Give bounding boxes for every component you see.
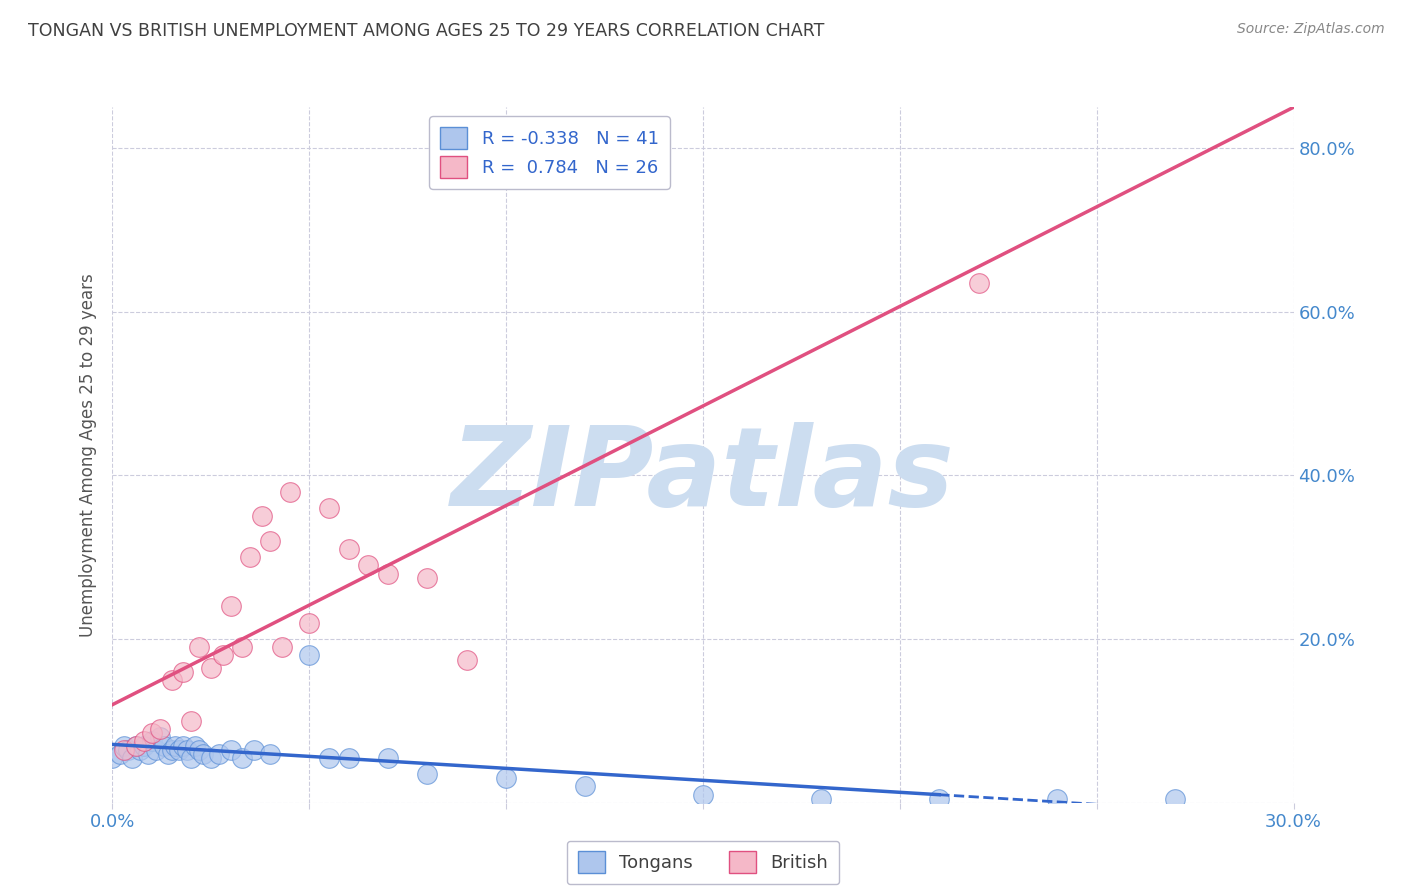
Point	[416, 571, 439, 585]
Point	[337, 542, 360, 557]
Point	[211, 648, 233, 663]
Point	[160, 673, 183, 687]
Point	[172, 739, 194, 753]
Point	[101, 751, 124, 765]
Y-axis label: Unemployment Among Ages 25 to 29 years: Unemployment Among Ages 25 to 29 years	[79, 273, 97, 637]
Point	[200, 751, 222, 765]
Point	[259, 747, 281, 761]
Point	[129, 742, 152, 756]
Point	[184, 739, 207, 753]
Point	[318, 501, 340, 516]
Point	[172, 665, 194, 679]
Point	[132, 739, 155, 753]
Point	[156, 747, 179, 761]
Point	[239, 550, 262, 565]
Point	[125, 739, 148, 753]
Text: Source: ZipAtlas.com: Source: ZipAtlas.com	[1237, 22, 1385, 37]
Point	[1046, 791, 1069, 805]
Point	[692, 788, 714, 802]
Point	[132, 734, 155, 748]
Point	[121, 751, 143, 765]
Point	[574, 780, 596, 794]
Point	[141, 734, 163, 748]
Point	[278, 484, 301, 499]
Point	[231, 640, 253, 655]
Point	[125, 739, 148, 753]
Point	[145, 742, 167, 756]
Point	[337, 751, 360, 765]
Point	[165, 739, 187, 753]
Point	[200, 661, 222, 675]
Point	[176, 742, 198, 756]
Text: TONGAN VS BRITISH UNEMPLOYMENT AMONG AGES 25 TO 29 YEARS CORRELATION CHART: TONGAN VS BRITISH UNEMPLOYMENT AMONG AGE…	[28, 22, 824, 40]
Point	[191, 747, 214, 761]
Point	[243, 742, 266, 756]
Point	[270, 640, 292, 655]
Point	[180, 714, 202, 728]
Point	[456, 652, 478, 666]
Point	[416, 767, 439, 781]
Point	[117, 742, 139, 756]
Point	[188, 640, 211, 655]
Point	[967, 276, 990, 290]
Point	[928, 791, 950, 805]
Point	[1164, 791, 1187, 805]
Point	[810, 791, 832, 805]
Point	[298, 615, 321, 630]
Point	[149, 722, 172, 736]
Point	[259, 533, 281, 548]
Point	[112, 739, 135, 753]
Point	[250, 509, 273, 524]
Point	[152, 739, 174, 753]
Point	[208, 747, 231, 761]
Point	[377, 566, 399, 581]
Point	[318, 751, 340, 765]
Point	[136, 747, 159, 761]
Point	[188, 742, 211, 756]
Point	[298, 648, 321, 663]
Point	[357, 558, 380, 573]
Point	[110, 747, 132, 761]
Point	[219, 599, 242, 614]
Point	[169, 742, 191, 756]
Legend: Tongans, British: Tongans, British	[567, 840, 839, 884]
Point	[149, 731, 172, 745]
Point	[141, 726, 163, 740]
Point	[160, 742, 183, 756]
Point	[180, 751, 202, 765]
Point	[219, 742, 242, 756]
Point	[231, 751, 253, 765]
Point	[495, 771, 517, 785]
Text: ZIPatlas: ZIPatlas	[451, 422, 955, 529]
Point	[377, 751, 399, 765]
Point	[112, 742, 135, 756]
